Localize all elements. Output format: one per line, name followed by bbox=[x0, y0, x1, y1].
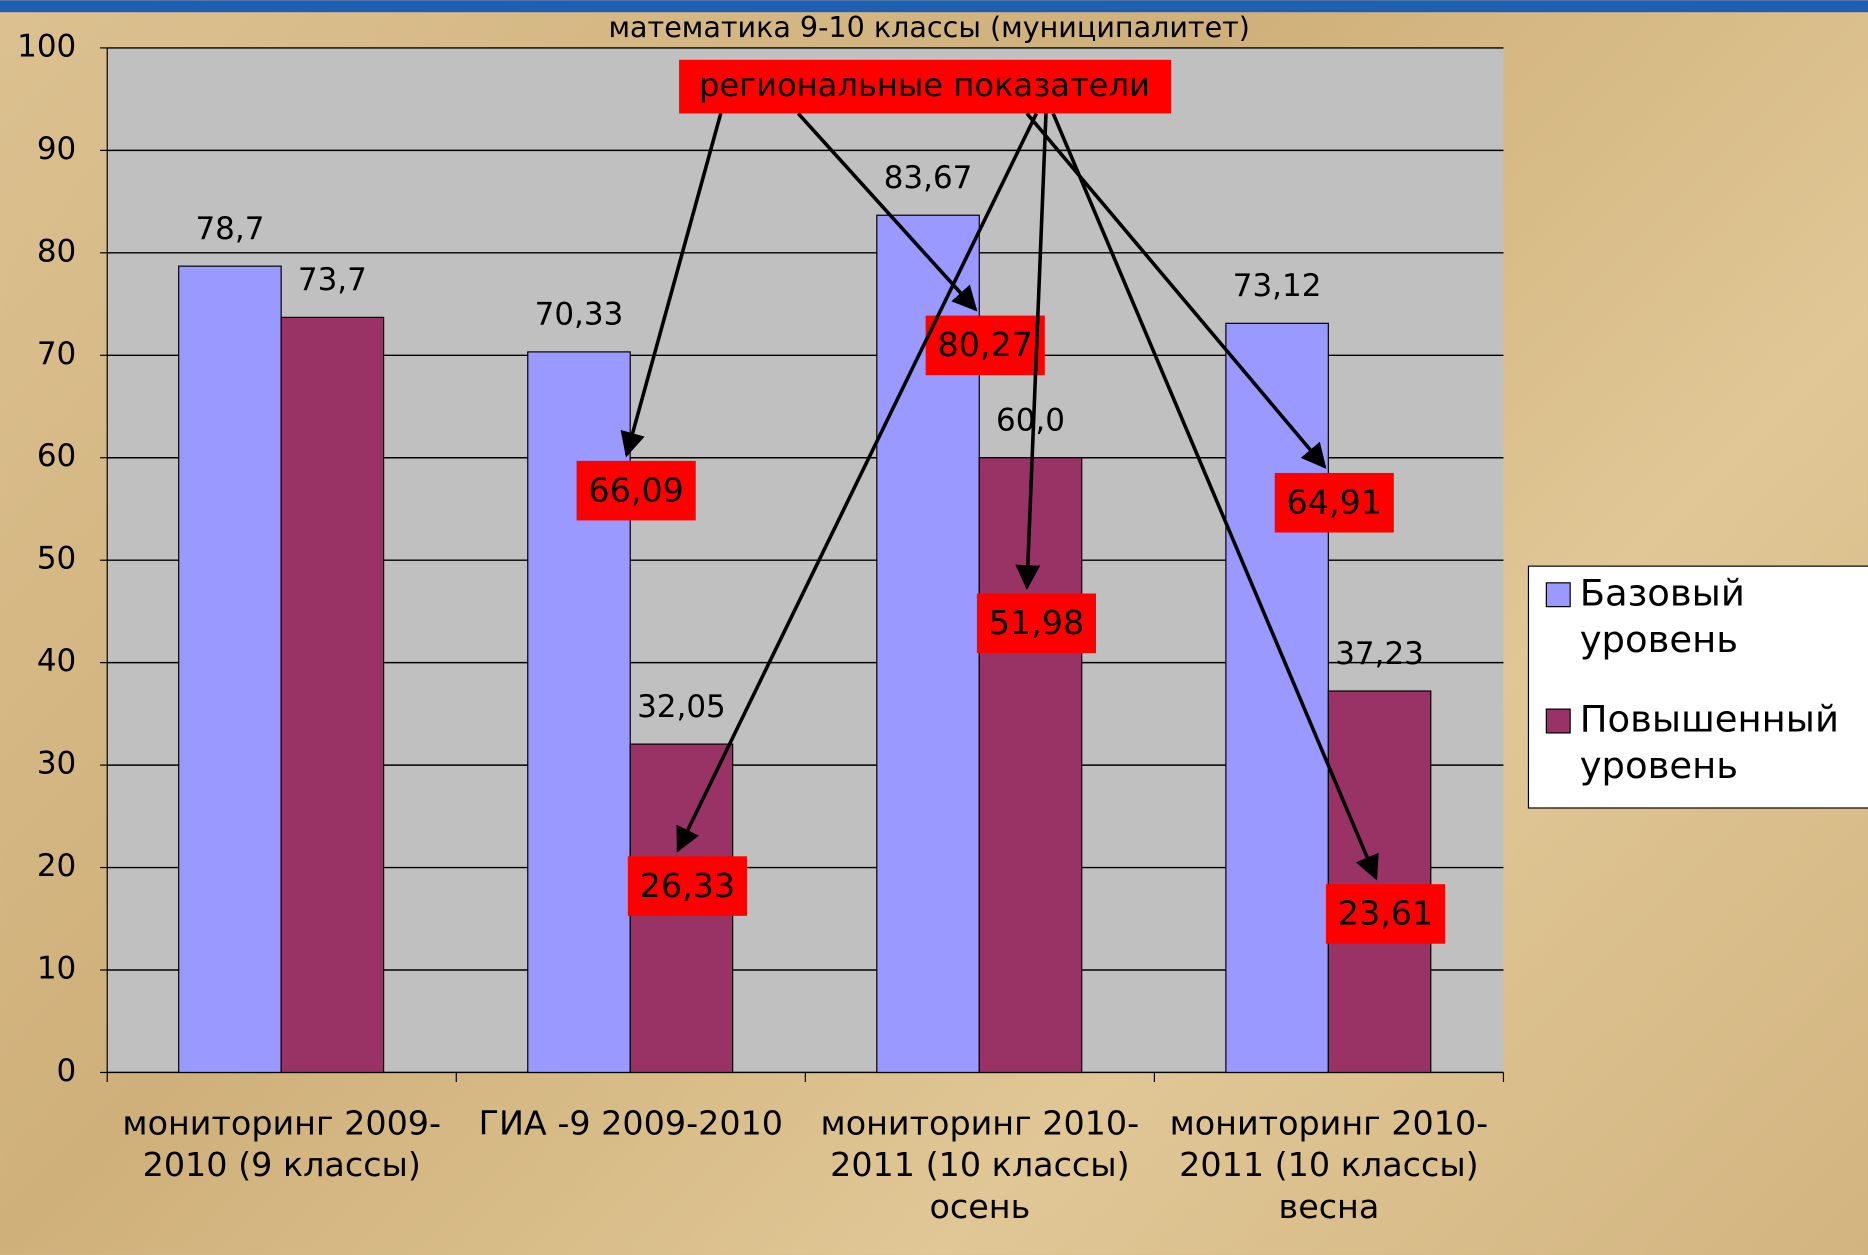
legend-label-box: Базовый уровень bbox=[1580, 571, 1866, 690]
y-tick-label: 50 bbox=[37, 541, 76, 577]
regional-label: 26,33 bbox=[640, 866, 735, 905]
legend-swatch bbox=[1546, 583, 1570, 607]
y-tick-label: 70 bbox=[37, 336, 76, 372]
value-label: 73,12 bbox=[1233, 268, 1322, 304]
y-tick-label: 10 bbox=[37, 951, 76, 987]
x-tick-label-box: ГИА -9 2009-2010 bbox=[462, 1102, 799, 1255]
legend-swatch bbox=[1546, 709, 1570, 733]
value-label: 32,05 bbox=[637, 689, 726, 725]
y-tick-label: 20 bbox=[37, 848, 76, 884]
page: математика 9-10 классы (муниципалитет) р… bbox=[0, 0, 1868, 1255]
value-label: 70,33 bbox=[535, 297, 624, 333]
regional-label: 66,09 bbox=[588, 470, 683, 509]
legend-label-box: Повышенный уровень bbox=[1580, 697, 1866, 816]
value-label: 78,7 bbox=[195, 211, 264, 247]
chart: математика 9-10 классы (муниципалитет) р… bbox=[0, 0, 1868, 1255]
y-tick-label: 40 bbox=[37, 643, 76, 679]
chart-title: математика 9-10 классы (муниципалитет) bbox=[608, 10, 1249, 44]
regional-label: 23,61 bbox=[1338, 894, 1433, 933]
regional-label: 51,98 bbox=[989, 603, 1084, 642]
legend-label: Базовый уровень bbox=[1580, 571, 1866, 663]
bar bbox=[1328, 691, 1430, 1072]
value-label: 83,67 bbox=[884, 160, 973, 196]
x-tick-label: мониторинг 2010-2011 (10 классы) весна bbox=[1160, 1102, 1497, 1227]
bar bbox=[528, 352, 630, 1073]
annotation: региональные показатели bbox=[699, 66, 1150, 104]
bar bbox=[179, 266, 281, 1072]
value-label: 60,0 bbox=[996, 402, 1065, 438]
y-tick-label: 90 bbox=[37, 131, 76, 167]
x-tick-label-box: мониторинг 2009-2010 (9 классы) bbox=[113, 1102, 450, 1255]
legend-label: Повышенный уровень bbox=[1580, 697, 1866, 789]
x-tick-label-box: мониторинг 2010-2011 (10 классы) осень bbox=[811, 1102, 1148, 1255]
x-tick-label: мониторинг 2010-2011 (10 классы) осень bbox=[811, 1102, 1148, 1227]
x-tick-label: мониторинг 2009-2010 (9 классы) bbox=[113, 1102, 450, 1185]
y-tick-label: 0 bbox=[57, 1053, 77, 1089]
y-tick-label: 100 bbox=[17, 28, 76, 64]
bar bbox=[281, 317, 383, 1072]
y-tick-label: 60 bbox=[37, 438, 76, 474]
y-tick-label: 30 bbox=[37, 746, 76, 782]
value-label: 37,23 bbox=[1335, 636, 1424, 672]
regional-label: 80,27 bbox=[937, 325, 1032, 364]
bar bbox=[1226, 323, 1328, 1072]
x-tick-label-box: мониторинг 2010-2011 (10 классы) весна bbox=[1160, 1102, 1497, 1255]
value-label: 73,7 bbox=[298, 262, 367, 298]
bar bbox=[979, 458, 1081, 1073]
x-tick-label: ГИА -9 2009-2010 bbox=[462, 1102, 799, 1144]
y-tick-label: 80 bbox=[37, 233, 76, 269]
regional-label: 64,91 bbox=[1287, 482, 1382, 521]
